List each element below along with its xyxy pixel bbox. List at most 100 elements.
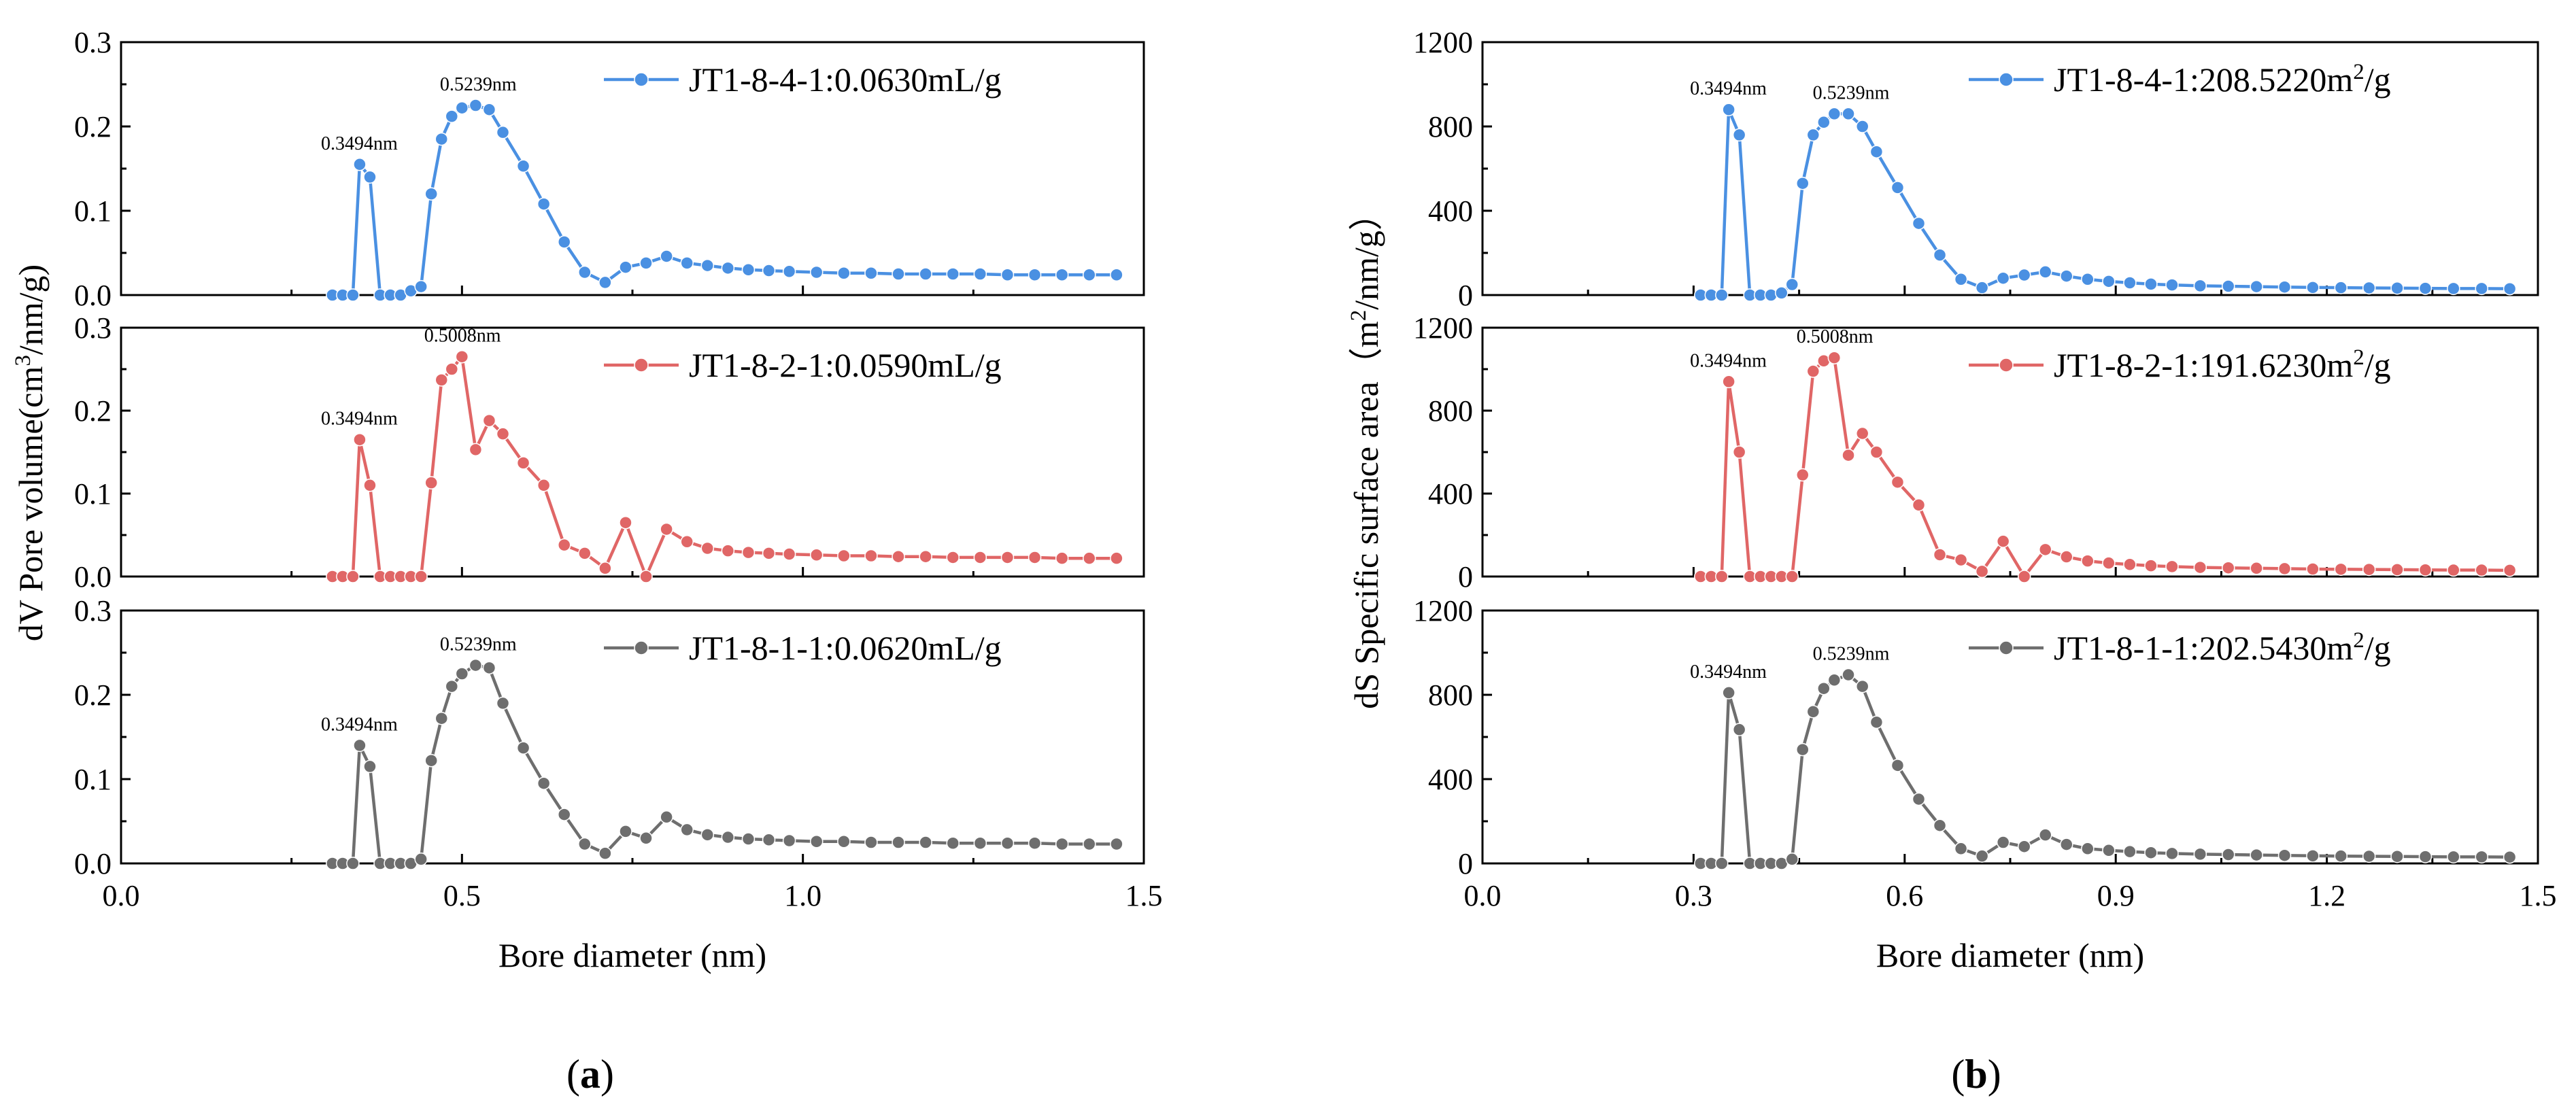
- data-point: [2193, 847, 2207, 861]
- y-tick-label: 0.2: [74, 394, 112, 428]
- data-point: [1912, 216, 1926, 230]
- data-point: [1891, 475, 1905, 489]
- data-point: [482, 413, 496, 428]
- peak-label: 0.5008nm: [1797, 326, 1874, 347]
- data-point: [578, 547, 592, 560]
- y-tick-label: 0.3: [74, 311, 112, 345]
- data-point: [346, 288, 360, 302]
- data-point: [619, 515, 632, 530]
- data-point: [1842, 107, 1855, 121]
- data-point: [2418, 281, 2433, 295]
- legend-marker: [1999, 72, 2014, 87]
- peak-label: 0.5239nm: [1813, 644, 1890, 665]
- data-point: [2503, 850, 2517, 864]
- data-point: [2277, 848, 2292, 862]
- data-point: [700, 541, 715, 555]
- data-point: [2362, 849, 2376, 863]
- data-point: [1732, 128, 1746, 142]
- data-point: [353, 158, 367, 171]
- data-point: [680, 535, 694, 549]
- y-tick-label: 0.1: [74, 194, 112, 228]
- data-point: [1975, 564, 1989, 579]
- data-point: [1806, 364, 1820, 378]
- subplot-a-2: 0.0 0.1 0.2 0.3 0.3494nm 0.5008nm JT1-8-2-1:0.…: [74, 311, 1145, 594]
- data-point: [1996, 271, 2010, 285]
- series-line-red: [332, 355, 1117, 579]
- y-tick-label: 0.3: [74, 26, 112, 59]
- data-point: [2250, 848, 2263, 862]
- x-tick-label: 1.5: [2520, 879, 2557, 912]
- data-point: [1028, 836, 1042, 850]
- data-point: [919, 549, 932, 564]
- data-point: [741, 263, 756, 277]
- data-point: [2060, 838, 2073, 851]
- data-point: [2250, 279, 2263, 294]
- data-point: [639, 570, 653, 583]
- data-point: [2144, 277, 2158, 291]
- data-point: [2334, 562, 2348, 577]
- data-point: [496, 125, 510, 139]
- x-axis-title: Bore diameter (nm): [1876, 936, 2144, 974]
- peak-label: 0.3494nm: [1690, 661, 1767, 683]
- data-point: [2250, 562, 2263, 575]
- data-point: [837, 267, 851, 280]
- data-point: [435, 373, 449, 387]
- data-point: [557, 538, 571, 552]
- data-point: [1827, 673, 1842, 687]
- peak-label: 0.5239nm: [440, 634, 517, 655]
- data-point: [762, 547, 776, 560]
- data-point: [1796, 742, 1810, 757]
- peak-label: 0.5239nm: [440, 74, 517, 95]
- y-tick-label: 400: [1428, 477, 1473, 511]
- data-point: [782, 264, 796, 279]
- y-tick-label: 0.2: [74, 110, 112, 143]
- y-tick-label: 0: [1458, 279, 1473, 312]
- data-point: [762, 264, 776, 277]
- data-point: [2017, 570, 2031, 583]
- data-point: [2102, 556, 2116, 570]
- panel-label: (b): [1951, 1052, 2001, 1097]
- data-point: [1855, 120, 1869, 133]
- data-point: [1827, 351, 1842, 364]
- data-point: [2221, 848, 2235, 861]
- data-point: [2503, 564, 2517, 577]
- data-point: [721, 830, 735, 844]
- data-point: [1055, 268, 1069, 281]
- subplot-b-3: 0 400 800 1200 0.3494nm 0.5239nm JT1-8-1-1:202…: [1413, 594, 2539, 880]
- data-point: [2123, 276, 2137, 290]
- peak-label: 0.5008nm: [424, 326, 501, 347]
- data-point: [482, 103, 496, 116]
- series-line-red: [1700, 356, 2510, 579]
- y-tick-label: 1200: [1413, 594, 1473, 628]
- data-point: [1732, 723, 1746, 736]
- legend-label: JT1-8-2-1:191.6230m2/g: [2054, 345, 2391, 384]
- data-point: [1842, 668, 1855, 682]
- data-point: [455, 101, 469, 115]
- data-point: [1842, 448, 1855, 462]
- data-point: [435, 711, 449, 725]
- data-point: [1722, 686, 1735, 700]
- data-point: [1110, 551, 1123, 565]
- data-point: [2277, 562, 2292, 576]
- data-point: [2475, 563, 2488, 577]
- data-point: [557, 235, 571, 249]
- peak-label: 0.5239nm: [1813, 82, 1890, 103]
- data-point: [1774, 286, 1789, 300]
- data-point: [2081, 554, 2095, 568]
- data-point: [424, 187, 438, 201]
- data-point: [1912, 792, 1926, 806]
- data-point: [2390, 850, 2404, 863]
- y-tick-label: 800: [1428, 110, 1473, 143]
- y-tick-label: 0.0: [74, 847, 112, 880]
- data-point: [557, 808, 571, 821]
- data-point: [2221, 279, 2235, 293]
- x-tick-label: 0.6: [1886, 879, 1923, 912]
- x-tick-label: 1.2: [2308, 879, 2345, 912]
- legend-marker: [634, 640, 649, 655]
- data-point: [469, 99, 483, 112]
- data-point: [864, 836, 878, 849]
- y-tick-label: 0.3: [74, 594, 112, 628]
- data-point: [346, 570, 360, 583]
- x-axis-title: Bore diameter (nm): [498, 936, 766, 974]
- data-point: [680, 256, 694, 270]
